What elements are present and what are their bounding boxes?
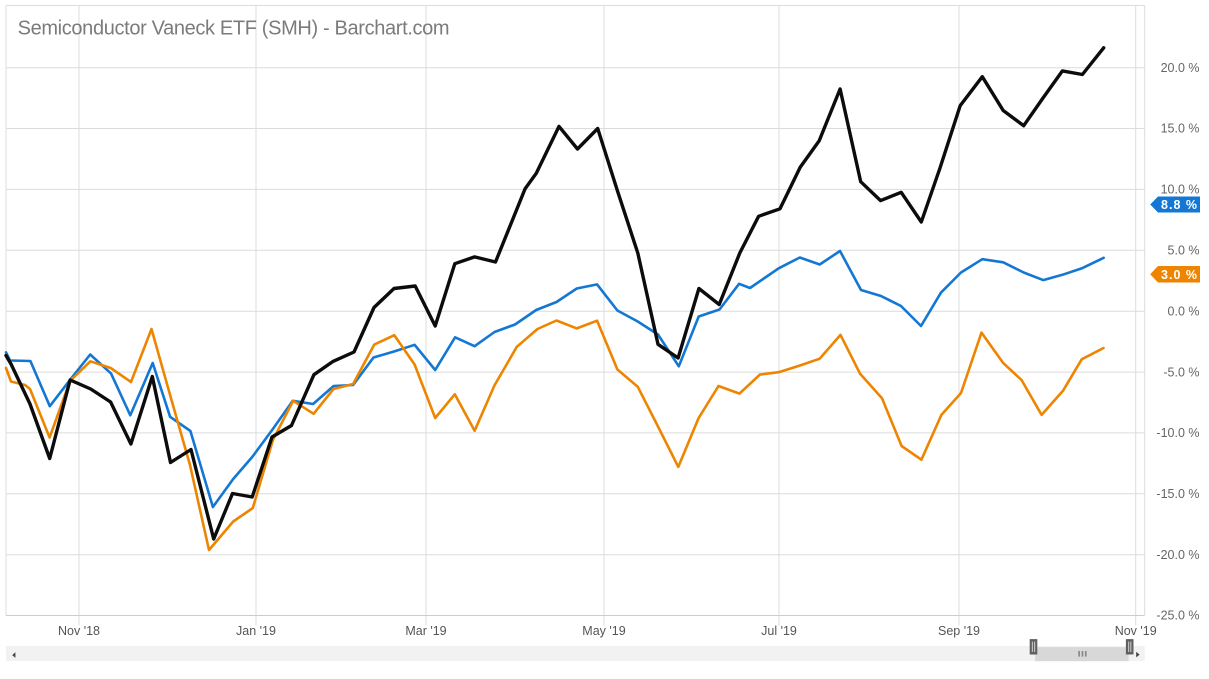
svg-text:Nov '18: Nov '18 — [58, 624, 100, 638]
svg-text:Semiconductor Vaneck ETF (SMH): Semiconductor Vaneck ETF (SMH) - Barchar… — [18, 18, 450, 40]
svg-text:-25.0 %: -25.0 % — [1156, 609, 1199, 623]
svg-text:15.0 %: 15.0 % — [1161, 122, 1200, 136]
svg-text:8.8 %: 8.8 % — [1161, 198, 1197, 212]
svg-text:20.0 %: 20.0 % — [1161, 61, 1200, 75]
svg-text:5.0 %: 5.0 % — [1168, 244, 1200, 258]
svg-text:Sep '19: Sep '19 — [938, 624, 980, 638]
svg-text:3.0 %: 3.0 % — [1161, 268, 1197, 282]
svg-text:-15.0 %: -15.0 % — [1156, 487, 1199, 501]
svg-text:-5.0 %: -5.0 % — [1163, 365, 1199, 379]
svg-text:Mar '19: Mar '19 — [405, 624, 446, 638]
svg-text:-20.0 %: -20.0 % — [1156, 548, 1199, 562]
svg-text:10.0 %: 10.0 % — [1161, 183, 1200, 197]
svg-text:Nov '19: Nov '19 — [1115, 624, 1157, 638]
svg-text:0.0 %: 0.0 % — [1168, 304, 1200, 318]
svg-text:Jul '19: Jul '19 — [761, 624, 797, 638]
svg-text:-10.0 %: -10.0 % — [1156, 426, 1199, 440]
svg-text:Jan '19: Jan '19 — [236, 624, 276, 638]
svg-text:May '19: May '19 — [582, 624, 625, 638]
